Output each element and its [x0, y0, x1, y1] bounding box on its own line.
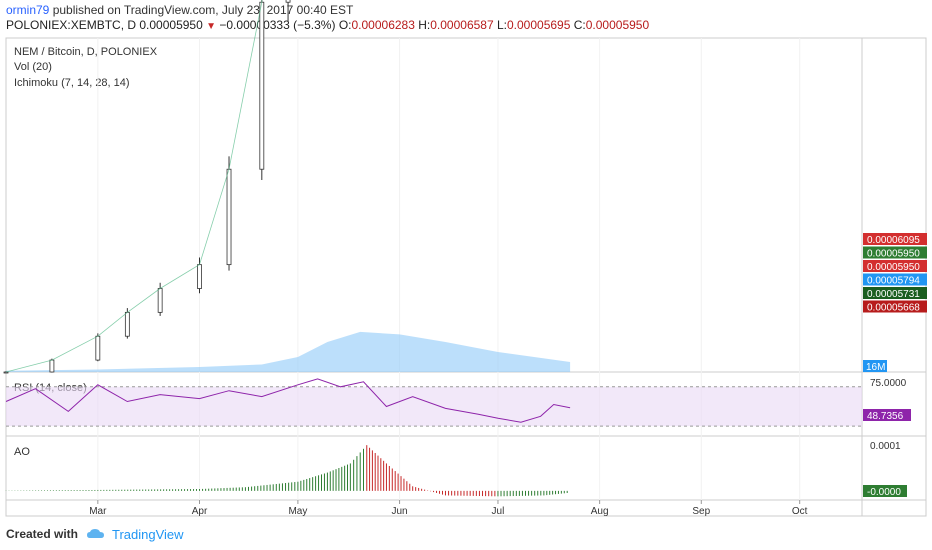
volume-area-shape: [6, 331, 571, 372]
tradingview-brand[interactable]: TradingView: [112, 526, 184, 542]
rsi-pane: [5, 378, 862, 427]
time-tick-label: Jul: [492, 506, 505, 517]
open-label: O:: [338, 18, 352, 32]
price-badge: [863, 233, 927, 245]
rsi-badge: [863, 409, 911, 421]
price-badge: [863, 300, 927, 313]
close-value: 0.00005950: [585, 18, 650, 32]
candle-body: [124, 311, 130, 337]
price-badge: [863, 246, 927, 259]
candle-body: [157, 288, 163, 313]
price-badge-label: 0.00005731: [867, 289, 920, 300]
down-arrow-icon: ▼: [206, 21, 217, 32]
time-axis[interactable]: Mar Apr May Jun Jul Aug Sep Oct: [89, 500, 808, 517]
candle-body: [49, 359, 55, 373]
publish-line: ormin79 published on TradingView.com, Ju…: [6, 3, 353, 17]
price-axis[interactable]: 0.000020000.000040000.000060000.00008000…: [862, 0, 927, 498]
tradingview-cloud-icon: [87, 529, 105, 538]
chart-title: NEM / Bitcoin, D, POLONIEX: [14, 46, 158, 58]
ao-badge-label: -0.0000: [867, 487, 901, 498]
candle-body: [285, 0, 291, 3]
price-series: [3, 0, 291, 374]
ao-tick-label: 0.0001: [870, 441, 901, 452]
low-value: 0.00005695: [507, 18, 571, 32]
high-value: 0.00006587: [430, 18, 494, 32]
price-badge: [863, 260, 927, 272]
candle-body: [95, 335, 101, 361]
price-badge-label: 0.00005950: [867, 249, 920, 260]
published-text: published on TradingView.com, July 23, 2…: [52, 3, 354, 17]
rsi-band: [6, 386, 862, 427]
ao-badge: [863, 485, 907, 497]
time-tick-label: Apr: [192, 506, 208, 517]
price-badge-label: 0.00005668: [867, 303, 920, 314]
quote-line: POLONIEX:XEMBTC, D 0.00005950 ▼ −0.00000…: [6, 18, 649, 32]
volume-badge-label: 16M: [866, 362, 885, 373]
rsi-badge-label: 48.7356: [867, 411, 904, 422]
time-tick-label: Sep: [692, 506, 710, 517]
time-tick-label: Mar: [89, 506, 107, 517]
time-tick-label: Jun: [392, 506, 408, 517]
price-badge-label: 0.00006095: [867, 235, 920, 246]
symbol-label: POLONIEX:XEMBTC, D: [6, 18, 137, 32]
overlay-volume-label: Vol (20): [14, 61, 52, 73]
publisher-username[interactable]: ormin79: [6, 3, 50, 17]
open-value: 0.00006283: [351, 18, 415, 32]
created-with-text: Created with: [6, 527, 79, 541]
overlay-ichimoku-label: Ichimoku (7, 14, 28, 14): [14, 77, 130, 89]
ao-pane: [5, 445, 568, 497]
time-tick-label: Aug: [591, 506, 609, 517]
ao-label: AO: [14, 446, 30, 458]
ichimoku-line: [5, 0, 263, 373]
candle-body: [197, 264, 202, 289]
price-badge-label: 0.00005794: [867, 276, 920, 287]
candle-body: [226, 168, 232, 266]
close-label: C:: [573, 18, 586, 32]
rsi-line: [5, 378, 571, 423]
price-badge-label: 0.00005950: [867, 262, 920, 273]
low-label: L:: [496, 18, 507, 32]
rsi-tick-label: 75.0000: [870, 378, 907, 389]
high-label: H:: [418, 18, 431, 32]
price-change: −0.00000333 (−5.3%): [219, 18, 336, 32]
time-tick-label: May: [288, 506, 307, 517]
volume-area: [6, 331, 571, 372]
price-badge: [863, 273, 927, 286]
chart-frame: [5, 37, 927, 517]
candle-body: [3, 371, 9, 374]
candle-body: [259, 1, 265, 170]
time-tick-label: Oct: [792, 506, 808, 517]
footer: Created with TradingView: [6, 525, 184, 543]
price-badge: [863, 287, 927, 299]
volume-badge: [863, 360, 887, 372]
last-price: 0.00005950: [139, 18, 203, 32]
